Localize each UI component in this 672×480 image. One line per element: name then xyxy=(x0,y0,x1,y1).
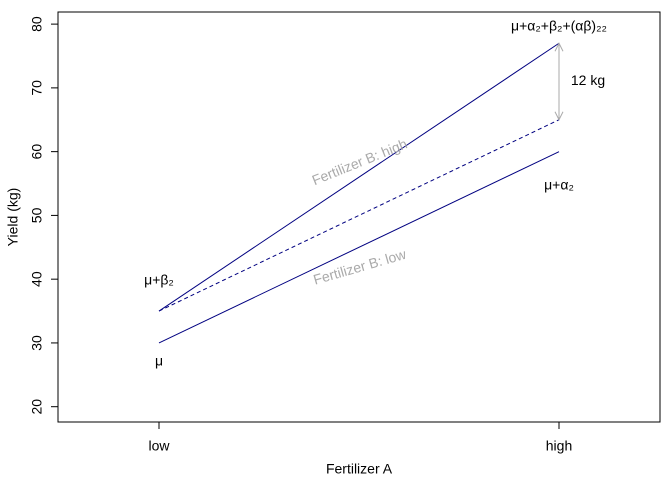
y-tick-label: 60 xyxy=(29,144,45,160)
x-axis-label: Fertilizer A xyxy=(326,461,393,477)
y-tick-label: 70 xyxy=(29,80,45,96)
y-tick-label: 20 xyxy=(29,399,45,415)
y-tick-label: 30 xyxy=(29,335,45,351)
series-label: Fertilizer B: high xyxy=(310,135,410,188)
plot-frame xyxy=(57,11,661,423)
annotation: μ+β₂ xyxy=(144,272,174,288)
arrow-label: 12 kg xyxy=(571,72,605,88)
x-tick-label: low xyxy=(148,438,170,454)
y-tick-label: 50 xyxy=(29,207,45,223)
series-line xyxy=(158,119,560,312)
annotation: μ xyxy=(155,353,163,369)
series-line xyxy=(158,151,560,344)
y-axis-label: Yield (kg) xyxy=(5,188,21,247)
series-label: Fertilizer B: low xyxy=(311,246,408,288)
series-line xyxy=(158,42,560,312)
y-tick-label: 80 xyxy=(29,16,45,32)
annotation: μ+α₂ xyxy=(544,177,574,193)
annotation: μ+α₂+β₂+(αβ)₂₂ xyxy=(511,18,607,34)
y-tick-label: 40 xyxy=(29,271,45,287)
arrow-head xyxy=(554,42,564,121)
x-tick-label: high xyxy=(546,438,572,454)
